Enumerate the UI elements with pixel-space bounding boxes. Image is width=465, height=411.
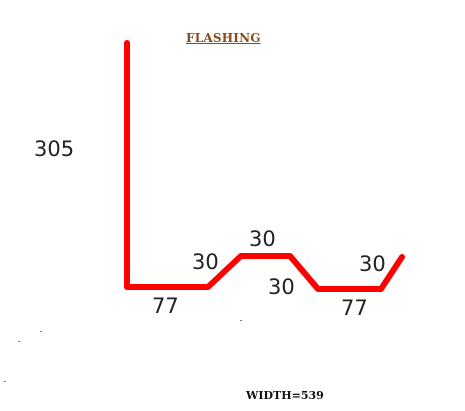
- scan-speck: [240, 320, 242, 321]
- flashing-profile-line: [124, 40, 405, 292]
- dimension-slope-left-up: 30: [192, 250, 219, 274]
- dimension-bottom-left: 77: [152, 294, 179, 318]
- dimension-top-flat: 30: [249, 227, 276, 251]
- diagram-title: FLASHING: [186, 31, 261, 45]
- dimension-vertical-leg: 305: [34, 137, 75, 161]
- dimension-end-return: 30: [359, 252, 386, 276]
- scan-speck: [18, 341, 20, 342]
- dimension-bottom-right: 77: [341, 296, 368, 320]
- scan-speck: [4, 381, 6, 382]
- total-width-label: WIDTH=539: [246, 389, 324, 402]
- dimension-slope-down: 30: [268, 275, 295, 299]
- scan-speck: [40, 331, 42, 332]
